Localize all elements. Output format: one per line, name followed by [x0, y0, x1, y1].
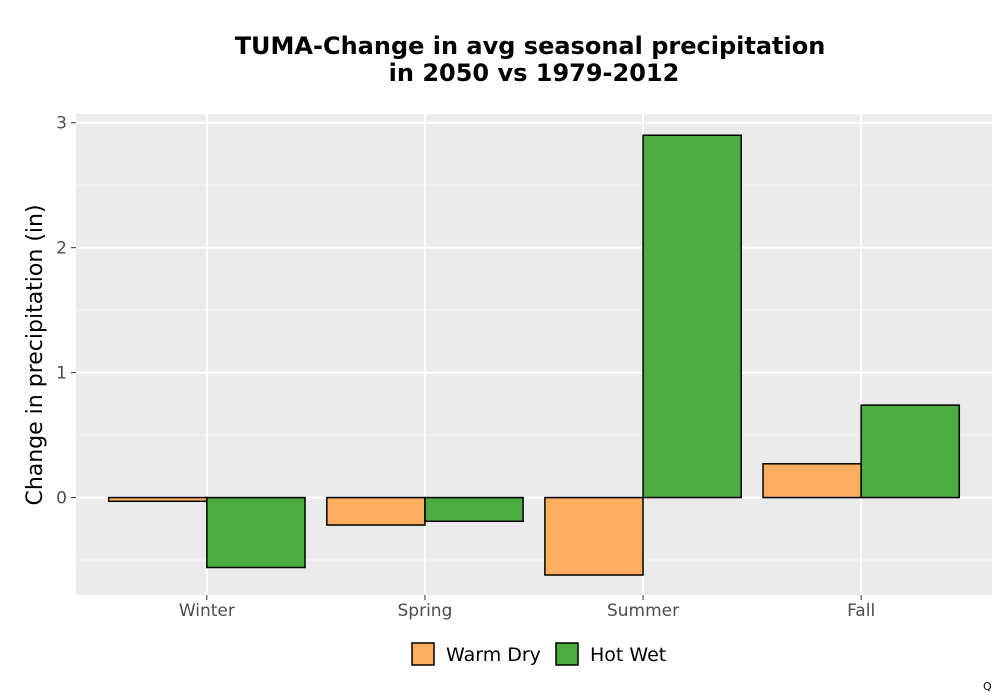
bar-warm-dry-spring: [326, 496, 426, 526]
x-axis-ticks: Winter Spring Summer Fall: [179, 595, 875, 621]
bar-hot-wet-winter: [206, 496, 306, 569]
y-axis-title: Change in precipitation (in): [23, 204, 48, 505]
y-tick-label: 1: [56, 364, 67, 384]
chart-title-line-1: TUMA-Change in avg seasonal precipitatio…: [235, 32, 826, 60]
bar-warm-dry-fall: [762, 463, 862, 499]
corner-mark: Q: [983, 680, 992, 693]
legend-swatch-hot-wet: [555, 642, 579, 666]
x-tick-label: Winter: [179, 601, 235, 621]
legend-label-warm-dry: Warm Dry: [446, 644, 541, 666]
x-tick-label: Summer: [607, 601, 679, 621]
x-tick-label: Fall: [847, 601, 875, 621]
x-tick-label: Spring: [398, 601, 453, 621]
y-tick-label: 0: [56, 489, 67, 509]
y-tick-label: 3: [56, 114, 67, 134]
legend-swatch-warm-dry: [411, 642, 435, 666]
bar-warm-dry-winter: [107, 496, 208, 503]
y-axis-ticks: 0 1 2 3: [56, 114, 76, 509]
bar-warm-dry-summer: [544, 496, 644, 576]
legend-label-hot-wet: Hot Wet: [590, 644, 666, 666]
legend: Warm Dry Hot Wet: [411, 642, 666, 666]
bars: [107, 134, 961, 576]
y-tick-label: 2: [56, 239, 67, 259]
bar-hot-wet-summer: [642, 134, 742, 499]
chart-title-line-2: in 2050 vs 1979-2012: [389, 59, 680, 87]
bar-hot-wet-fall: [860, 404, 961, 499]
bar-hot-wet-spring: [424, 496, 524, 523]
